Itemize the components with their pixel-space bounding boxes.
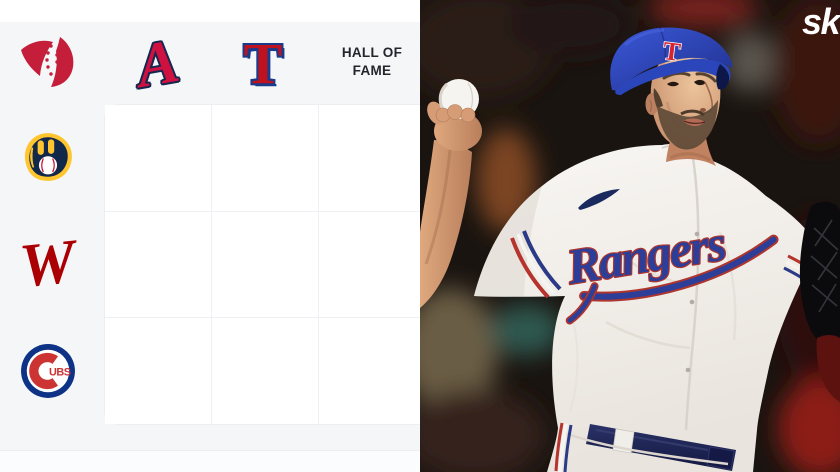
cubs-wordmark-suffix: UBS xyxy=(49,367,71,379)
braves-letter: A xyxy=(131,26,185,102)
hall-of-fame-line1: HALL OF xyxy=(341,45,403,60)
grid-cell-3-2[interactable] xyxy=(212,318,319,424)
atlanta-braves-logo: A xyxy=(124,26,192,102)
swoosh-icon xyxy=(578,189,620,210)
top-white-strip xyxy=(0,0,420,22)
grid-cell-1-3[interactable] xyxy=(319,105,420,212)
texas-rangers-logo: T xyxy=(232,28,294,100)
hall-of-fame-header: HALL OF FAME xyxy=(326,44,418,79)
pitching-arm xyxy=(420,79,482,308)
milwaukee-brewers-logo xyxy=(18,127,78,187)
washington-nationals-logo: W xyxy=(14,227,82,301)
immaculate-grid xyxy=(104,104,420,425)
hall-of-fame-line2: FAME xyxy=(352,62,392,78)
rangers-cap: T xyxy=(610,27,733,95)
rangers-letter: T xyxy=(243,31,283,96)
nationals-letter: W xyxy=(17,227,79,301)
grid-cell-2-3[interactable] xyxy=(319,212,420,318)
grid-cell-2-1[interactable] xyxy=(105,212,212,318)
bottom-strip xyxy=(0,450,420,472)
sportskeeda-watermark: sk xyxy=(802,1,840,42)
glove xyxy=(799,201,840,402)
jersey: Rangers xyxy=(474,144,813,472)
grid-cell-3-1[interactable] xyxy=(105,318,212,424)
cap-letter: T xyxy=(661,36,682,67)
mlb-baseball-icon xyxy=(16,28,78,90)
chicago-cubs-logo: UBS xyxy=(19,342,77,400)
grid-cell-1-2[interactable] xyxy=(212,105,319,212)
grid-cell-1-1[interactable] xyxy=(105,105,212,212)
hero-photo: Rangers xyxy=(420,0,840,472)
grid-cell-3-3[interactable] xyxy=(319,318,420,424)
grid-cell-2-2[interactable] xyxy=(212,212,319,318)
